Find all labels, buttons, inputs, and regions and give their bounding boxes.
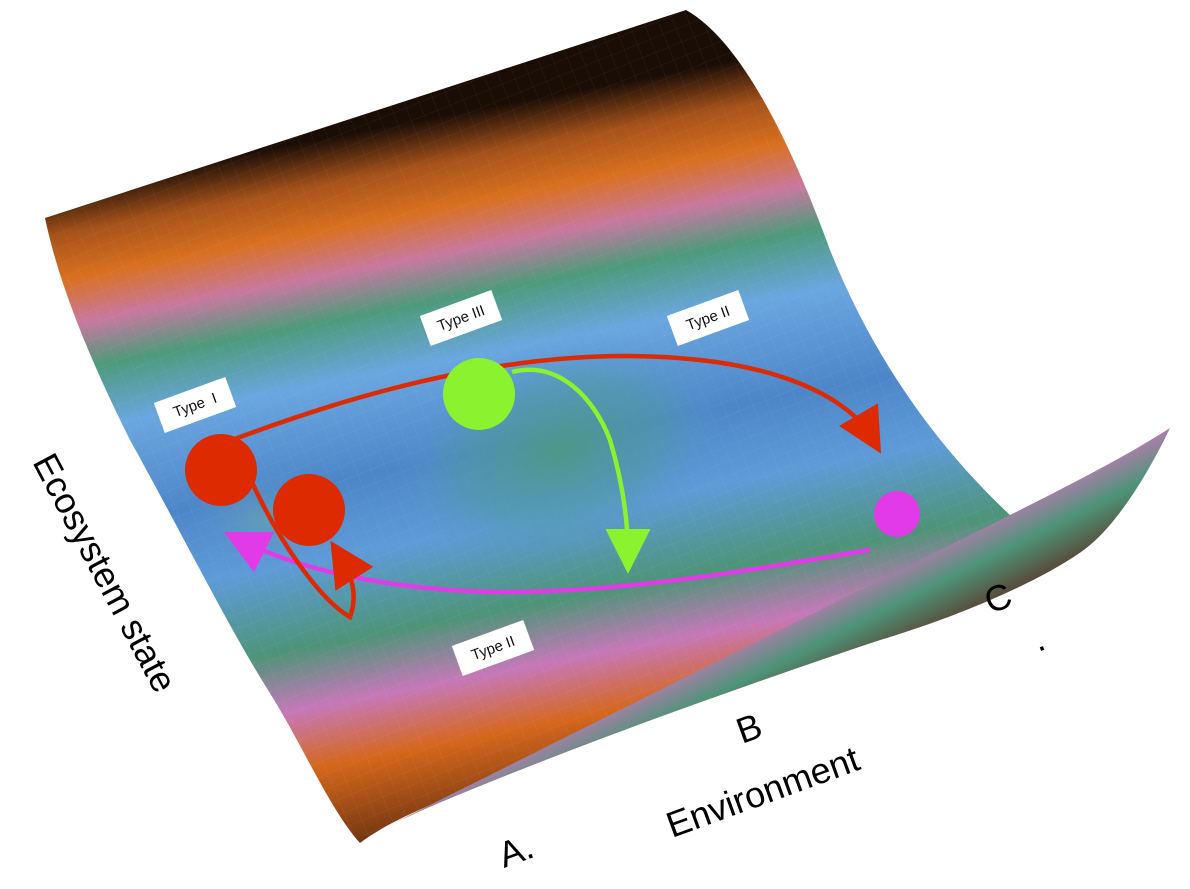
tag-type-one: Type I <box>153 376 237 434</box>
position-c-dot: . <box>1027 618 1050 660</box>
ecosystem-states <box>185 358 920 546</box>
type-two-return-arrow <box>223 531 871 595</box>
position-a-label: A. <box>493 825 539 875</box>
transition-arrows <box>223 353 882 621</box>
red-state-ball-icon <box>273 474 345 546</box>
tag-type-two-lower: Type II <box>451 619 535 677</box>
magenta-state-ball-icon <box>874 491 920 537</box>
landscape-surface <box>45 10 1170 843</box>
green-state-ball-icon <box>443 358 515 430</box>
red-state-ball-icon <box>185 434 257 506</box>
environment-axis-label: Environment <box>661 738 865 846</box>
type-three-arrow <box>511 367 651 574</box>
tag-type-two-upper: Type II <box>666 289 750 347</box>
position-b-label: B <box>731 705 768 752</box>
type-one-loop-arrow <box>249 481 374 621</box>
type-one-to-two-arrow <box>231 353 882 454</box>
